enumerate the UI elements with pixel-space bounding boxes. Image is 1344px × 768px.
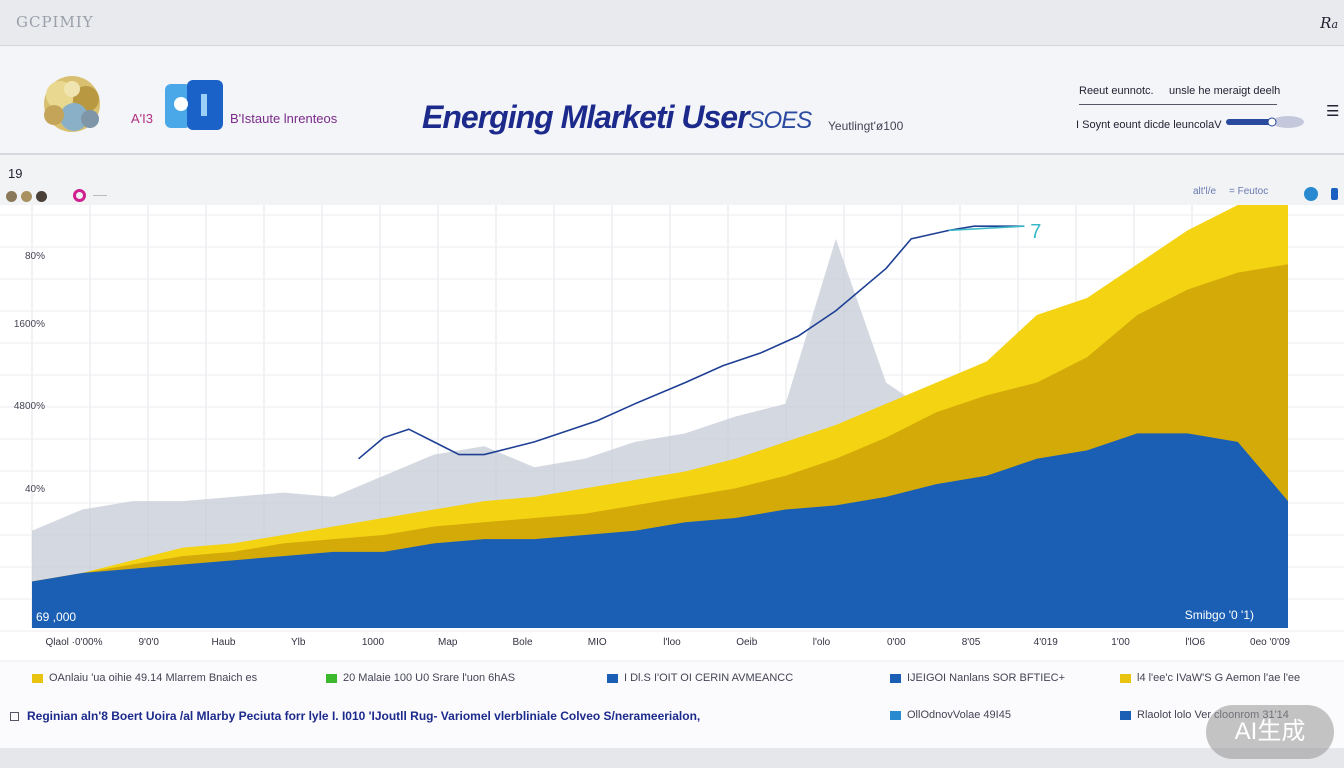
legend-swatch (890, 673, 901, 683)
corner-right-label: Smibgo '0 '1) (1185, 608, 1254, 622)
corner-logo-letter: R (1320, 14, 1332, 32)
x-tick-label: l'loo (663, 637, 681, 648)
settings-icon[interactable] (1331, 188, 1338, 200)
title-suffix: Yeutlingt'ø100 (828, 119, 904, 133)
x-tick-label: l'olo (813, 637, 831, 648)
caption-checkbox[interactable] (10, 711, 19, 721)
ai-watermark: AI生成 (1206, 705, 1334, 759)
area-chart: 80% 1600% 4800% 40% 7 69 ,000 Smibgo '0 '1) Qla… (0, 205, 1344, 648)
legend-swatch (607, 673, 618, 683)
legend-swatch (1120, 710, 1131, 720)
x-tick-label: Oeib (736, 637, 758, 648)
corner-logo-suffix: a (1331, 18, 1338, 31)
y-tick-label: 1600% (14, 319, 45, 330)
info-icon[interactable] (1304, 187, 1318, 201)
page-title-swirl: SOES (748, 107, 813, 134)
x-tick-label: l'lO6 (1185, 637, 1205, 648)
toolbar-dash (93, 195, 107, 196)
caption-text: Reginian aln'8 Boert Uoira /al Mlarby Pe… (27, 709, 701, 723)
legend-label: OllOdnovVolae 49I45 (907, 709, 1011, 721)
x-tick-label: 9'0'0 (138, 637, 159, 648)
header-meta-b: unsle he meraigt deelh (1169, 85, 1281, 97)
control-dot-3[interactable] (36, 190, 47, 202)
legend-swatch (326, 673, 337, 683)
legend-item[interactable]: IJEIGOI Nanlans SOR BFTIEC+ (890, 672, 1065, 684)
x-tick-label: Map (438, 637, 458, 648)
header-small-tag: A'I3 (131, 111, 153, 126)
legend: OAnlaiu 'ua oihie 49.14 Mlarrem Bnaich e… (0, 662, 1344, 748)
page-title: Energing Mlarketi UserSOES (422, 99, 813, 136)
x-tick-label: Ylb (291, 637, 306, 648)
line-series-end (948, 225, 1025, 232)
x-tick-label: Haub (212, 637, 236, 648)
header-divider (1079, 104, 1277, 105)
line-end-label: 7 (1030, 221, 1041, 243)
control-dot-1[interactable] (6, 190, 17, 202)
x-tick-label: Qlaol ·0'00% (46, 637, 103, 648)
title-bar: GCPIMIY Ra (0, 0, 1344, 46)
page-title-text: Energing Mlarketi User (422, 99, 750, 135)
area-series-blue (32, 433, 1288, 628)
y-tick-label: 80% (25, 251, 45, 262)
y-tick-label: 40% (25, 484, 45, 495)
legend-item[interactable]: I Dl.S I'OIT OI CERIN AVMEANCC (607, 672, 793, 684)
header-slider[interactable] (1226, 115, 1306, 129)
app-brand-icon (165, 80, 223, 130)
status-bar (0, 748, 1344, 768)
menu-icon[interactable]: ☰ (1326, 103, 1340, 120)
x-tick-label: 1000 (362, 637, 385, 648)
header-meta-c: I Soynt eount dicde leuncolaV (1076, 119, 1222, 131)
legend-label: I Dl.S I'OIT OI CERIN AVMEANCC (624, 672, 794, 684)
toolbar-right-label-2[interactable]: = Feutoc (1229, 186, 1269, 197)
toolbar-number: 19 (8, 166, 23, 181)
legend-item[interactable]: l4 l'ee'c IVaW'S G Aemon l'ae l'ee (1120, 672, 1300, 684)
legend-swatch (1120, 673, 1131, 683)
chart-panel: 80% 1600% 4800% 40% 7 69 ,000 Smibgo '0 '1) Qla… (0, 205, 1344, 660)
x-tick-label: 1'00 (1111, 637, 1130, 648)
legend-label: l4 l'ee'c IVaW'S G Aemon l'ae l'ee (1137, 672, 1301, 684)
legend-item[interactable]: OllOdnovVolae 49I45 (890, 709, 1011, 721)
legend-label: 20 Malaie 100 U0 Srare l'uon 6hAS (343, 672, 516, 684)
x-tick-label: 0'00 (887, 637, 906, 648)
legend-label: IJEIGOI Nanlans SOR BFTIEC+ (907, 672, 1066, 684)
control-dot-2[interactable] (21, 190, 32, 202)
legend-swatch (890, 710, 901, 720)
header-meta-a: Reeut eunnotc. (1079, 85, 1154, 97)
header-subbrand: B'Istaute lnrenteos (230, 111, 338, 126)
brand-logo-icon (44, 76, 100, 132)
corner-logo[interactable]: Ra (1320, 14, 1338, 32)
window-controls (6, 190, 47, 202)
toolbar-right-label-1[interactable]: alt'l/e (1193, 186, 1217, 197)
legend-item[interactable]: 20 Malaie 100 U0 Srare l'uon 6hAS (326, 672, 515, 684)
corner-left-label: 69 ,000 (36, 610, 76, 624)
legend-item[interactable]: OAnlaiu 'ua oihie 49.14 Mlarrem Bnaich e… (32, 672, 257, 684)
y-tick-label: 4800% (14, 401, 45, 412)
chart-caption: Reginian aln'8 Boert Uoira /al Mlarby Pe… (10, 709, 700, 723)
record-icon[interactable] (73, 189, 86, 202)
legend-swatch (32, 673, 43, 683)
x-tick-label: Bole (512, 637, 532, 648)
x-tick-label: 0eo '0'09 (1250, 637, 1290, 648)
legend-label: OAnlaiu 'ua oihie 49.14 Mlarrem Bnaich e… (49, 672, 258, 684)
x-tick-label: MIO (588, 637, 607, 648)
x-tick-label: 4'019 (1034, 637, 1059, 648)
app-title: GCPIMIY (16, 13, 94, 31)
dashboard-header: A'I3 B'Istaute lnrenteos Energing Mlarke… (0, 47, 1344, 155)
x-tick-label: 8'05 (962, 637, 981, 648)
line-series (358, 225, 1025, 460)
